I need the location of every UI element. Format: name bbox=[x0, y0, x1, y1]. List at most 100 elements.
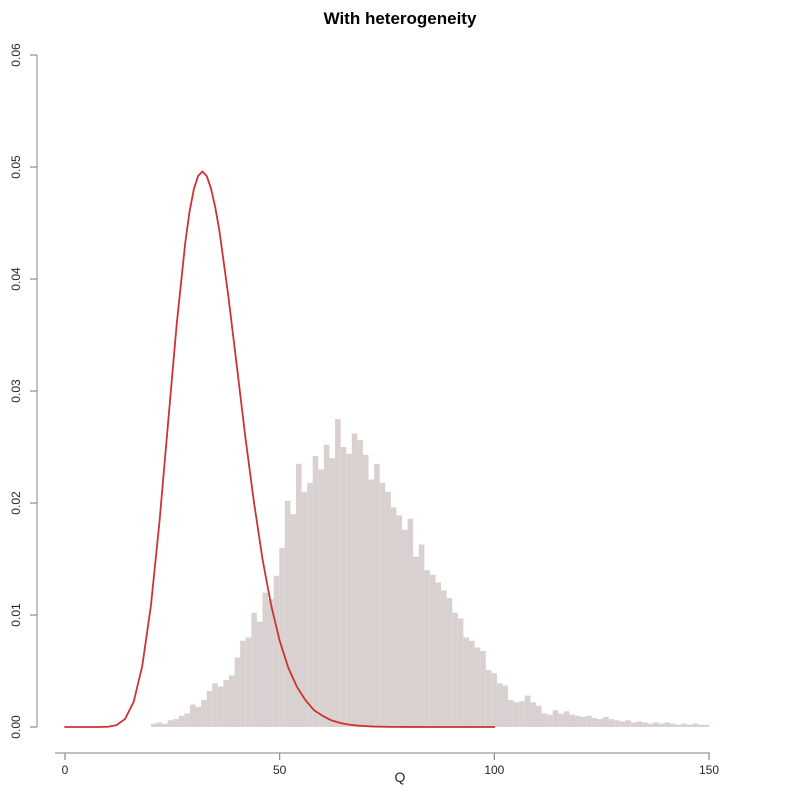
y-tick-label: 0.02 bbox=[9, 491, 23, 515]
histogram-bar bbox=[346, 453, 352, 727]
histogram-bar bbox=[273, 575, 280, 727]
histogram-bar bbox=[312, 455, 319, 727]
histogram-bar bbox=[362, 454, 369, 727]
y-tick-label: 0.05 bbox=[9, 155, 23, 179]
histogram-bar bbox=[469, 640, 475, 727]
histogram-bar bbox=[692, 723, 698, 727]
histogram-bar bbox=[424, 570, 430, 727]
histogram-bar bbox=[630, 722, 637, 727]
histogram-bar bbox=[457, 618, 464, 727]
histogram-bar bbox=[284, 500, 291, 727]
histogram-bar bbox=[156, 722, 163, 727]
histogram-bar bbox=[223, 679, 229, 727]
histogram-bar bbox=[580, 716, 587, 727]
histogram-bar bbox=[485, 669, 492, 727]
histogram-bar bbox=[162, 723, 168, 727]
histogram-bar bbox=[379, 482, 386, 727]
density-curve-line bbox=[64, 170, 496, 728]
histogram-bar bbox=[474, 647, 481, 727]
histogram-bar bbox=[686, 724, 693, 727]
histogram-bar bbox=[575, 715, 581, 727]
histogram-bar bbox=[653, 722, 659, 727]
histogram-bar bbox=[452, 612, 458, 727]
histogram-bar bbox=[703, 724, 709, 727]
density-curve bbox=[64, 170, 496, 728]
histogram-bar bbox=[619, 721, 626, 727]
histogram-bar bbox=[435, 582, 442, 727]
histogram-bar bbox=[307, 482, 313, 727]
histogram-bar bbox=[697, 724, 704, 727]
histogram-bar bbox=[189, 704, 196, 727]
histogram-bar bbox=[262, 592, 269, 727]
histogram-bar bbox=[184, 713, 190, 727]
histogram-bars bbox=[150, 419, 709, 727]
chart-title: With heterogeneity bbox=[324, 9, 477, 28]
histogram-bar bbox=[413, 556, 419, 727]
histogram-bar bbox=[625, 720, 631, 727]
histogram-bar bbox=[234, 657, 241, 727]
histogram-bar bbox=[524, 695, 531, 727]
histogram-bar bbox=[569, 714, 576, 727]
y-tick-label: 0.01 bbox=[9, 603, 23, 627]
histogram-bar bbox=[295, 463, 302, 727]
histogram-bar bbox=[491, 673, 497, 727]
histogram-bar bbox=[251, 612, 257, 727]
x-tick-label: 0 bbox=[62, 763, 69, 777]
histogram-bar bbox=[201, 700, 207, 727]
histogram-bar bbox=[318, 469, 324, 727]
histogram-bar bbox=[647, 723, 654, 727]
histogram-bar bbox=[530, 702, 536, 727]
histogram-bar bbox=[463, 637, 469, 727]
histogram-bar bbox=[552, 710, 559, 727]
histogram-bar bbox=[301, 491, 308, 727]
histogram-bar bbox=[396, 515, 403, 727]
histogram-bar bbox=[150, 723, 157, 727]
histogram-bar bbox=[664, 722, 670, 727]
y-tick-label: 0.03 bbox=[9, 379, 23, 403]
histogram-bar bbox=[178, 715, 185, 727]
histogram-bar bbox=[535, 705, 542, 727]
histogram-bar bbox=[675, 724, 682, 727]
histogram-bar bbox=[597, 719, 603, 727]
histogram-bar bbox=[167, 720, 174, 727]
histogram-bar bbox=[335, 419, 341, 727]
histogram-bar bbox=[547, 714, 553, 727]
histogram-bar bbox=[402, 529, 408, 727]
histogram-bar bbox=[268, 599, 274, 727]
histogram-bar bbox=[329, 458, 336, 727]
histogram-bar bbox=[563, 711, 570, 727]
histogram-bar bbox=[206, 691, 213, 727]
x-tick-label: 100 bbox=[484, 763, 504, 777]
histogram-bar bbox=[217, 686, 224, 727]
y-tick-label: 0.04 bbox=[9, 267, 23, 291]
histogram-bar bbox=[614, 720, 620, 727]
histogram-bar bbox=[351, 433, 358, 727]
histogram-bar bbox=[256, 621, 263, 727]
histogram-bar bbox=[390, 507, 397, 727]
histogram-bar bbox=[681, 723, 687, 727]
histogram-bar bbox=[558, 713, 564, 727]
histogram-bar bbox=[586, 715, 592, 727]
histogram-bar bbox=[368, 479, 375, 727]
histogram-bar bbox=[385, 491, 391, 727]
histogram-bar bbox=[212, 683, 218, 727]
histogram-bar bbox=[513, 702, 520, 727]
histogram-bar bbox=[279, 547, 285, 727]
histogram-bar bbox=[441, 590, 447, 727]
histogram-bar bbox=[340, 447, 347, 727]
histogram-bar bbox=[541, 713, 548, 727]
histogram-bar bbox=[496, 683, 503, 727]
histogram-bar bbox=[591, 718, 598, 727]
histogram-bar bbox=[480, 650, 486, 727]
histogram-bar bbox=[240, 640, 246, 727]
histogram-bar bbox=[407, 518, 414, 727]
histogram-bar bbox=[290, 514, 296, 727]
histogram-bar bbox=[658, 723, 665, 727]
histogram-bar bbox=[173, 719, 179, 727]
histogram-bar bbox=[357, 440, 363, 727]
histogram-bar bbox=[245, 637, 252, 727]
histogram-bar bbox=[195, 706, 202, 727]
histogram-bar bbox=[446, 598, 453, 727]
x-axis: 0 50 100 150 bbox=[55, 752, 719, 777]
